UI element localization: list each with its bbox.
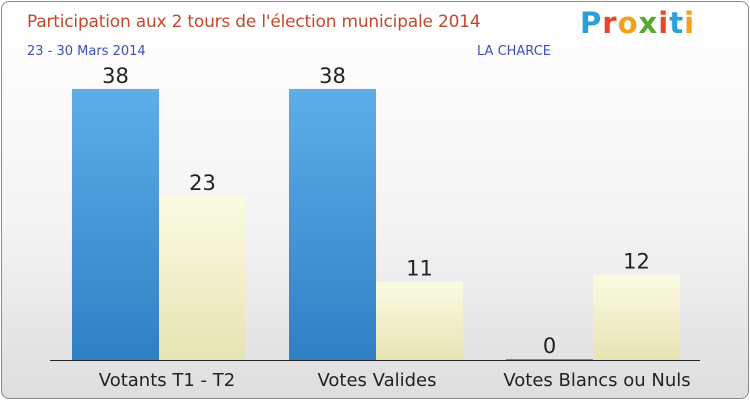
date-range: 23 - 30 Mars 2014 (27, 44, 146, 59)
bar-label-t1-2: 0 (543, 334, 556, 358)
category-label-1: Votes Valides (318, 370, 437, 391)
bar-label-t2-1: 11 (406, 257, 433, 281)
bar-t2-0 (159, 195, 246, 360)
bar-label-t2-2: 12 (623, 249, 650, 273)
logo-letter: i (684, 6, 696, 40)
logo-letter: P (580, 6, 603, 40)
bar-t2-1 (376, 281, 463, 360)
logo-letter: o (617, 6, 639, 40)
commune-name: LA CHARCE (477, 44, 551, 59)
bar-label-t1-0: 38 (102, 64, 129, 88)
bar-t1-1 (289, 89, 376, 360)
category-label-2: Votes Blancs ou Nuls (503, 370, 690, 391)
bar-t2-2 (593, 274, 680, 360)
bar-t1-2 (506, 359, 593, 360)
bar-label-t1-1: 38 (319, 64, 346, 88)
logo-letter: r (602, 6, 618, 40)
category-label-0: Votants T1 - T2 (99, 370, 235, 391)
logo-letter: t (669, 6, 685, 40)
chart-title: Participation aux 2 tours de l'élection … (27, 12, 481, 32)
proxiti-logo[interactable]: Proxiti (580, 6, 695, 40)
bar-t1-0 (72, 89, 159, 360)
bar-label-t2-0: 23 (189, 171, 216, 195)
logo-letter: x (638, 6, 659, 40)
logo-letter: i (658, 6, 670, 40)
